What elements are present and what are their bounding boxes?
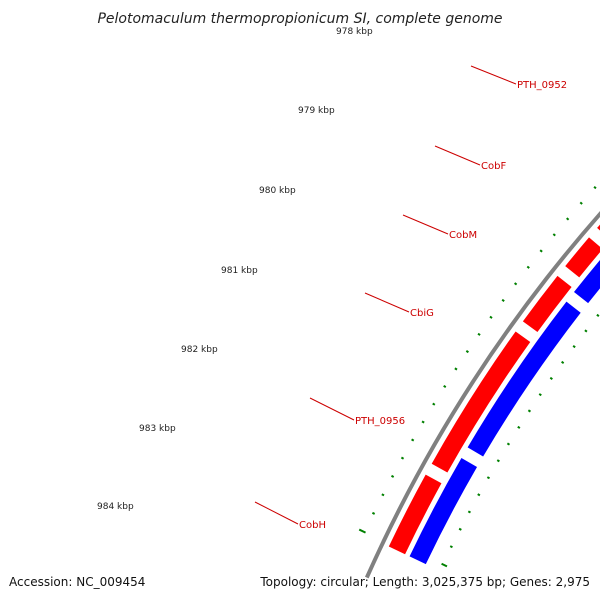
ruler-tick [593,186,597,190]
ruler-tick [371,511,376,515]
topology-text: Topology: circular; Length: 3,025,375 bp… [259,575,590,589]
gene-label-layer: PTH_0952 CobF CobM CbiG PTH_0956 CobH [299,80,567,531]
forward-gene-segment [522,275,572,332]
ruler-tick [489,315,493,319]
ruler-tick [477,332,481,336]
ruler-tick [539,249,543,253]
ruler-tick [443,384,447,388]
ruler-tick [454,367,458,371]
ruler-tick [432,402,436,406]
kbp-label-980: 980 kbp [259,186,296,196]
inner-tick [441,562,448,568]
inner-tick [458,527,462,531]
inner-tick [517,425,521,429]
map-title: Pelotomaculum thermopropionicum SI, comp… [97,11,502,27]
gene-label-pth0952[interactable]: PTH_0952 [517,80,567,91]
gene-label-cobh[interactable]: CobH [299,520,326,531]
reverse-gene-segment [573,260,600,304]
strand-layer [388,224,600,565]
ruler-tick [552,233,556,237]
leader-line-pth0956 [309,397,355,421]
inner-tick-track [441,313,600,568]
kbp-label-983: 983 kbp [139,424,176,434]
inner-tick [477,493,481,497]
inner-tick [596,313,600,317]
genome-backbone-arc [364,211,600,579]
forward-gene-segment [597,224,600,231]
inner-tick [572,345,576,349]
gene-label-cobf[interactable]: CobF [481,161,506,172]
kbp-tick-track [358,186,597,534]
ruler-tick [465,350,469,354]
inner-tick [486,476,491,480]
ruler-tick [390,474,395,478]
forward-strand-track [388,224,600,555]
gene-label-pth0956[interactable]: PTH_0956 [355,416,405,427]
leader-line-cbig [364,292,410,313]
inner-tick [584,329,588,333]
inner-tick [449,545,453,549]
leader-line-cobh [254,501,299,525]
reverse-strand-track [409,260,600,565]
forward-gene-segment [388,474,442,555]
gene-leader-lines [254,65,517,525]
inner-tick [549,376,553,380]
leader-line-cobf [434,145,481,166]
kbp-label-979: 979 kbp [298,106,335,116]
inner-tick [467,510,471,514]
reverse-gene-segment [467,301,581,457]
ruler-tick [421,420,425,424]
kbp-label-982: 982 kbp [181,345,218,355]
accession-text: Accession: NC_009454 [9,575,145,589]
leader-line-pth0952 [470,65,517,85]
ruler-tick [514,282,518,286]
gene-label-cbig[interactable]: CbiG [410,308,434,319]
forward-gene-segment [565,237,600,278]
ruler-tick [579,201,583,205]
reverse-gene-segment [409,457,478,565]
kbp-label-984: 984 kbp [97,502,134,512]
ruler-tick [358,528,366,534]
inner-tick [538,393,542,397]
ruler-tick [400,456,405,460]
forward-gene-segment [431,331,531,473]
gene-label-cobm[interactable]: CobM [449,230,477,241]
inner-tick [506,442,511,446]
inner-tick [561,360,565,364]
kbp-label-981: 981 kbp [221,266,258,276]
kbp-label-layer: 978 kbp 979 kbp 980 kbp 981 kbp 982 kbp … [97,27,373,512]
inner-tick [496,459,500,463]
ruler-tick [411,438,415,442]
kbp-label-978: 978 kbp [336,27,373,37]
inner-tick [527,409,532,413]
ruler-tick [381,493,385,497]
ruler-tick [526,265,530,269]
ruler-tick [501,298,505,303]
leader-line-cobm [402,214,449,235]
ruler-tick [566,217,570,221]
